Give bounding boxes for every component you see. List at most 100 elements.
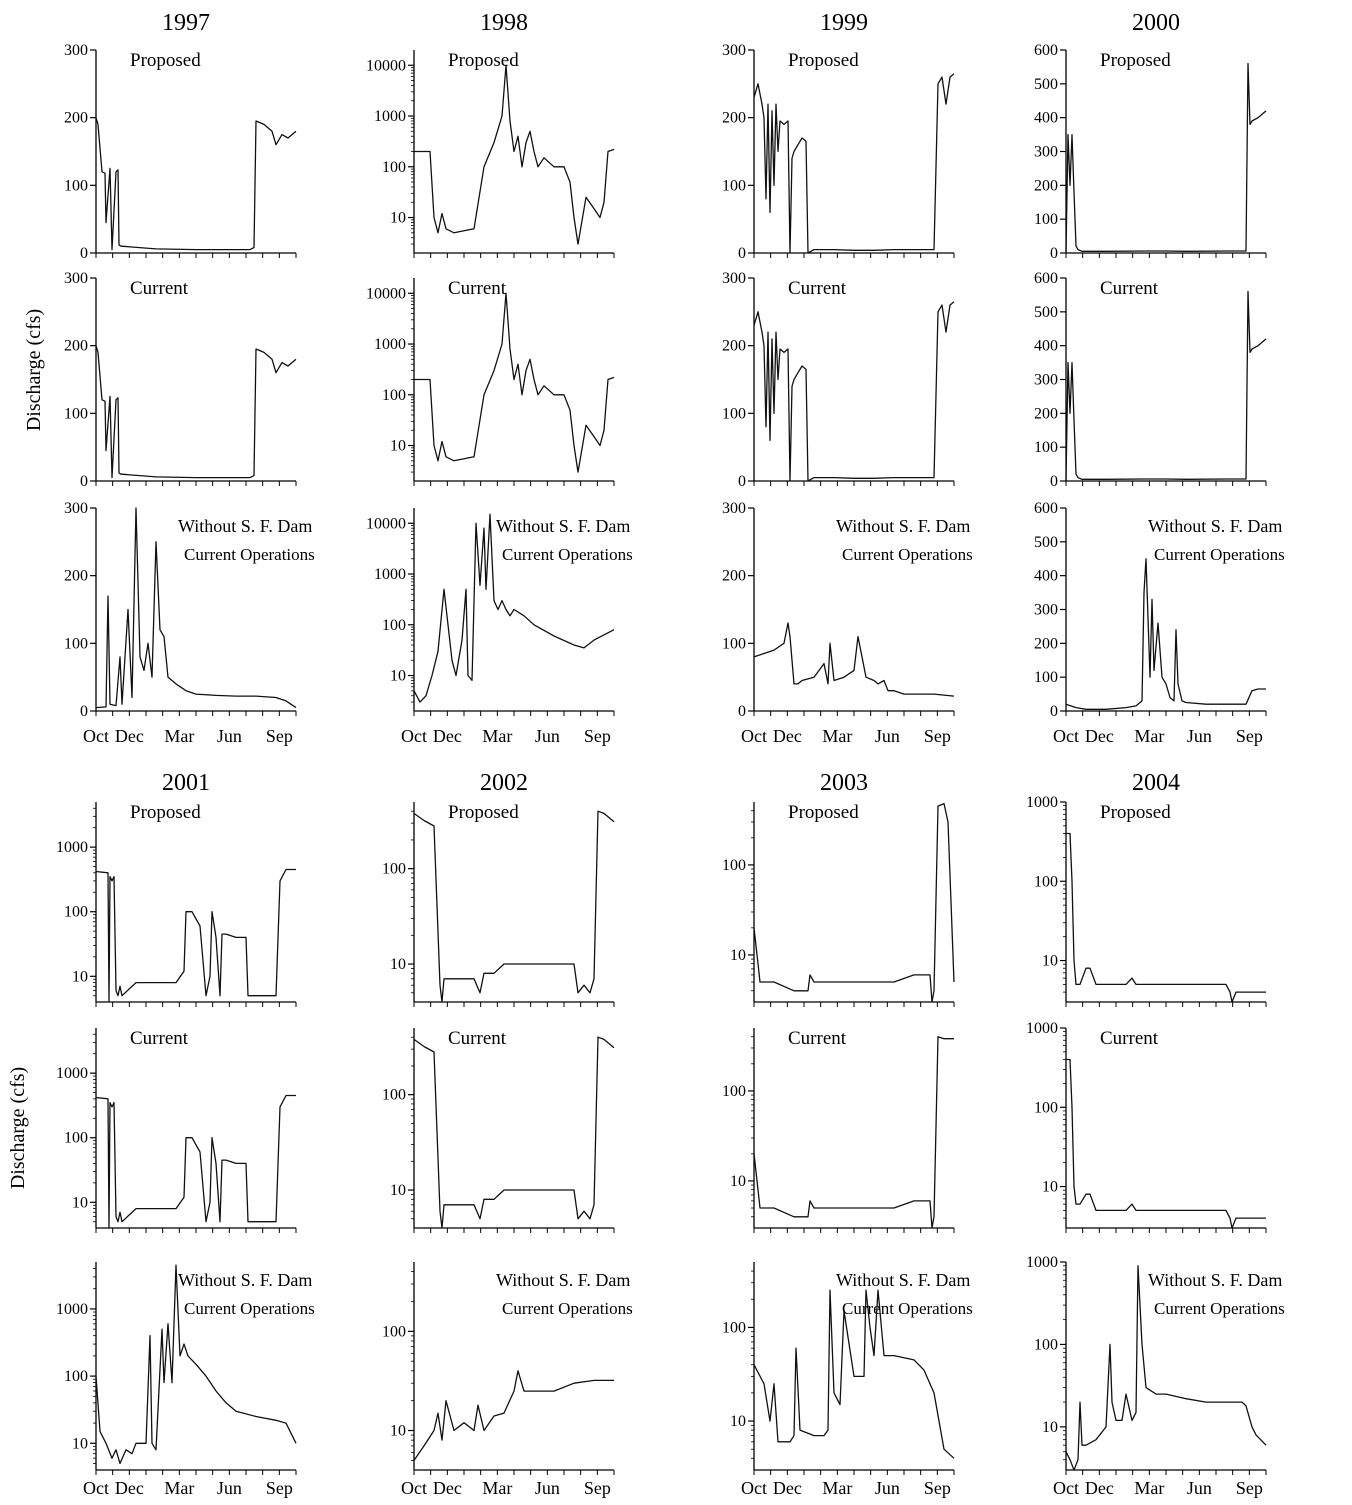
y-tick-label: 300 <box>722 500 746 517</box>
x-tick-label: Dec <box>115 726 144 746</box>
y-tick-label: 1000 <box>1026 1254 1058 1271</box>
x-tick-label: Sep <box>584 1478 611 1498</box>
y-tick-label: 300 <box>64 42 88 59</box>
x-tick-label: Dec <box>433 726 462 746</box>
y-tick-label: 100 <box>1034 669 1058 686</box>
y-tick-label: 10 <box>390 1182 406 1199</box>
y-tick-label: 100 <box>722 405 746 422</box>
x-tick-label: Mar <box>822 1478 852 1498</box>
x-tick-label: Jun <box>217 1478 242 1498</box>
discharge-series-line <box>1066 1058 1266 1229</box>
x-tick-label: Mar <box>164 726 194 746</box>
panel-label-line-2: Current Operations <box>842 545 973 564</box>
panel-proposed: 0 100 200 300 Proposed <box>722 42 955 262</box>
panel-current: 0 100 200 300 Current <box>64 270 297 490</box>
y-tick-label: 600 <box>1034 500 1058 517</box>
y-tick-label: 100 <box>382 1323 406 1340</box>
panel-without-dam: 10 100 1000 Without S. F. Dam Current Operat… <box>56 1262 315 1498</box>
panel-label: Current <box>130 278 189 299</box>
panel-without-dam: 10 100 1000 Without S. F. Dam Current Operat… <box>1026 1254 1285 1498</box>
discharge-series-line <box>414 292 615 473</box>
panel-label-line-1: Without S. F. Dam <box>178 516 312 536</box>
y-tick-label: 10 <box>390 668 406 685</box>
y-tick-label: 100 <box>1034 211 1058 228</box>
panel-label-line-2: Current Operations <box>502 1299 633 1318</box>
discharge-series-line <box>95 868 296 1003</box>
y-tick-label: 100 <box>722 1319 746 1336</box>
panel-label: Proposed <box>448 50 519 71</box>
y-tick-label: 300 <box>1034 602 1058 619</box>
y-tick-label: 200 <box>1034 177 1058 194</box>
x-tick-label: Oct <box>83 726 109 746</box>
year-title: 2001 <box>162 770 210 796</box>
discharge-series-line <box>1065 290 1267 482</box>
y-tick-label: 100 <box>64 405 88 422</box>
y-axis-label-top: Discharge (cfs) <box>23 309 45 431</box>
chart-2001: 2001101001000Proposed101001000Current101… <box>56 770 315 1498</box>
panel-label: Current <box>788 1028 847 1049</box>
y-tick-label: 300 <box>64 270 88 287</box>
y-tick-label: 200 <box>1034 405 1058 422</box>
y-tick-label: 100 <box>382 387 406 404</box>
panel-proposed: 0 100 200 300 Proposed <box>64 42 297 262</box>
panel-current: 10 100 1000 Current <box>56 1028 297 1233</box>
y-tick-label: 100 <box>382 617 406 634</box>
x-tick-label: Oct <box>401 726 427 746</box>
x-tick-label: Mar <box>822 726 852 746</box>
panel-proposed: 10 100 1000 10000 Proposed <box>366 50 615 258</box>
y-tick-label: 100 <box>382 1087 406 1104</box>
y-tick-label: 1000 <box>56 839 88 856</box>
discharge-series-line <box>413 1036 615 1229</box>
y-tick-label: 300 <box>64 500 88 517</box>
y-tick-label: 100 <box>64 177 88 194</box>
discharge-series-line <box>753 1289 955 1459</box>
y-tick-label: 600 <box>1034 270 1058 287</box>
y-tick-label: 100 <box>64 1130 88 1147</box>
panel-label-line-2: Current Operations <box>1154 1299 1285 1318</box>
y-tick-label: 100 <box>382 159 406 176</box>
panel-label: Proposed <box>1100 802 1171 823</box>
discharge-series-line <box>413 513 615 703</box>
x-tick-label: Jun <box>875 1478 900 1498</box>
y-tick-label: 100 <box>1034 1099 1058 1116</box>
discharge-series-line <box>753 802 955 1003</box>
y-tick-label: 100 <box>1034 439 1058 456</box>
y-tick-label: 100 <box>64 904 88 921</box>
panel-proposed: 10 100 1000 Proposed <box>1026 794 1267 1007</box>
y-tick-label: 0 <box>80 473 88 490</box>
panel-label: Proposed <box>1100 50 1171 71</box>
x-tick-label: Mar <box>482 726 512 746</box>
y-tick-label: 1000 <box>56 1301 88 1318</box>
x-tick-label: Mar <box>1134 726 1164 746</box>
y-tick-label: 200 <box>64 568 88 585</box>
year-title: 2002 <box>480 770 528 796</box>
y-tick-label: 0 <box>1050 473 1058 490</box>
y-tick-label: 1000 <box>1026 794 1058 811</box>
x-tick-label: Oct <box>1053 1478 1079 1498</box>
discharge-series-line <box>95 1264 297 1465</box>
discharge-series-line <box>414 64 615 245</box>
y-tick-label: 0 <box>1050 245 1058 262</box>
panel-label-line-1: Without S. F. Dam <box>1148 516 1282 536</box>
panel-without-dam: 0 100 200 300 Without S. F. Dam Current Opera… <box>722 500 973 746</box>
y-tick-label: 10 <box>730 1173 746 1190</box>
panel-label-line-1: Without S. F. Dam <box>496 1270 630 1290</box>
panel-label: Current <box>788 278 847 299</box>
y-tick-label: 0 <box>738 473 746 490</box>
discharge-series-line <box>1065 62 1267 254</box>
x-tick-label: Dec <box>1085 726 1114 746</box>
x-tick-label: Oct <box>401 1478 427 1498</box>
year-title: 2000 <box>1132 10 1180 36</box>
year-title: 1998 <box>480 10 528 36</box>
y-tick-label: 10000 <box>366 285 406 302</box>
panel-label: Proposed <box>130 802 201 823</box>
panel-current: 10 100 1000 10000 Current <box>366 278 615 486</box>
chart-2003: 2003 10 100 Proposed 10 100 Current 10 100 Withou… <box>722 770 973 1498</box>
y-tick-label: 0 <box>80 703 88 720</box>
x-tick-label: Sep <box>1236 726 1263 746</box>
panel-without-dam: 0 100 200 300 Without S. F. Dam Current Opera… <box>64 500 315 746</box>
x-tick-label: Sep <box>924 1478 951 1498</box>
panel-label-line-2: Current Operations <box>842 1299 973 1318</box>
